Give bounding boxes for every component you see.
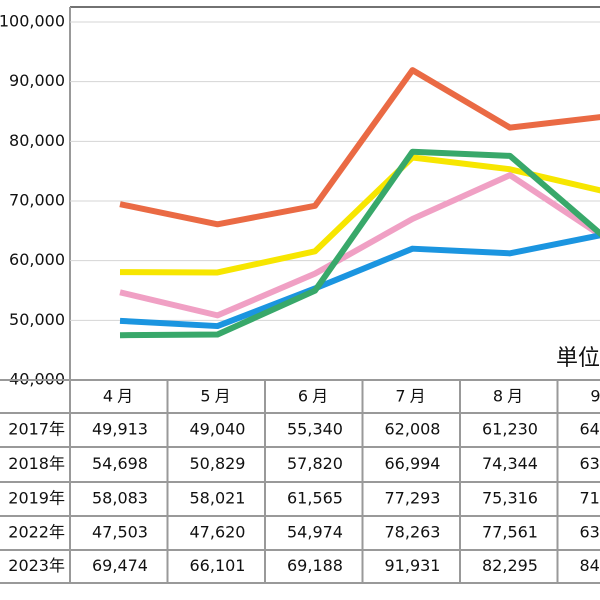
- column-header: 6月: [298, 387, 332, 406]
- row-label: 2019年: [8, 489, 65, 508]
- table-cell: 69,188: [287, 556, 343, 575]
- table-cell: 50,829: [190, 454, 246, 473]
- series-line: [119, 148, 600, 339]
- table-cell: 58,083: [92, 489, 148, 508]
- table-cell: 75,316: [482, 489, 538, 508]
- table-cell: 47,503: [92, 523, 148, 542]
- series-line: [119, 67, 600, 228]
- row-label: 2017年: [8, 420, 65, 439]
- table-cell: 71,: [580, 489, 600, 508]
- table-cell: 78,263: [385, 523, 441, 542]
- table-cell: 84,: [580, 556, 600, 575]
- unit-annotation: 単位: [556, 346, 600, 371]
- column-header: 8月: [493, 387, 527, 406]
- table-cell: 58,021: [190, 489, 246, 508]
- y-tick-label: 60,000: [9, 250, 65, 269]
- table-cell: 49,913: [92, 420, 148, 439]
- y-tick-label: 70,000: [9, 191, 65, 210]
- table-cell: 91,931: [385, 556, 441, 575]
- table-cell: 49,040: [190, 420, 246, 439]
- column-header: 9月: [590, 387, 600, 406]
- row-label: 2022年: [8, 523, 65, 542]
- table-cell: 47,620: [190, 523, 246, 542]
- series-line: [119, 172, 600, 319]
- table-cell: 69,474: [92, 556, 148, 575]
- column-header: 5月: [200, 387, 234, 406]
- table-cell: 82,295: [482, 556, 538, 575]
- y-tick-label: 80,000: [9, 131, 65, 150]
- table-cell: 74,344: [482, 454, 538, 473]
- table-cell: 66,994: [385, 454, 441, 473]
- y-tick-label: 100,000: [0, 12, 65, 31]
- table-cell: 61,565: [287, 489, 343, 508]
- table-cell: 57,820: [287, 454, 343, 473]
- table-cell: 77,293: [385, 489, 441, 508]
- table-cell: 62,008: [385, 420, 441, 439]
- y-tick-label: 90,000: [9, 71, 65, 90]
- table-cell: 63,: [580, 523, 600, 542]
- table-cell: 54,698: [92, 454, 148, 473]
- table-cell: 66,101: [190, 556, 246, 575]
- table-cell: 54,974: [287, 523, 343, 542]
- grid: [70, 21, 600, 381]
- series-line: [119, 232, 600, 330]
- row-label: 2023年: [8, 556, 65, 575]
- table-cell: 55,340: [287, 420, 343, 439]
- column-header: 4月: [103, 387, 137, 406]
- table-cell: 61,230: [482, 420, 538, 439]
- y-tick-label: 50,000: [9, 310, 65, 329]
- table-cell: 64,: [580, 420, 600, 439]
- row-label: 2018年: [8, 454, 65, 473]
- table-cell: 63,: [580, 454, 600, 473]
- table-cell: 77,561: [482, 523, 538, 542]
- column-header: 7月: [395, 387, 429, 406]
